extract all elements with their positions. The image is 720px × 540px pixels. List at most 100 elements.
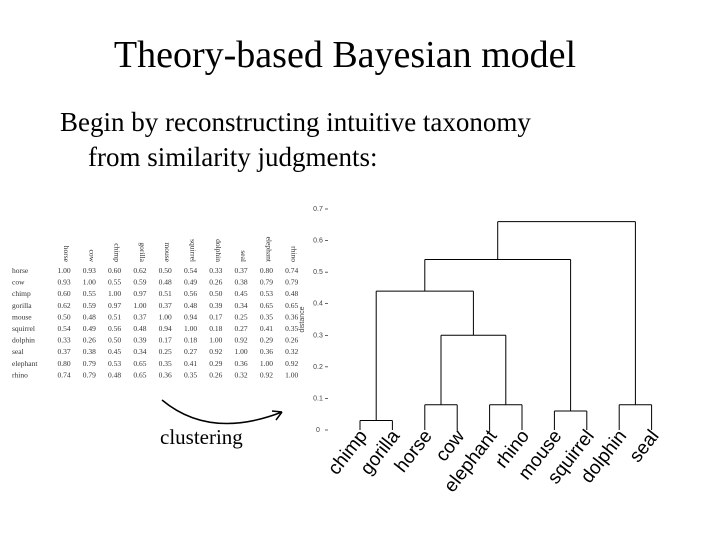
cell: 0.56 xyxy=(184,289,197,298)
cell: 0.39 xyxy=(133,336,146,345)
cell: 0.48 xyxy=(184,301,197,310)
cell: 1.00 xyxy=(209,336,222,345)
body-line: Begin by reconstructing intuitive taxono… xyxy=(60,107,531,137)
cell: 0.17 xyxy=(159,336,172,345)
cell: 0.93 xyxy=(83,266,96,275)
cell: 0.33 xyxy=(57,336,70,345)
cell: 0.32 xyxy=(285,347,298,356)
cell: 0.50 xyxy=(159,266,172,275)
cell: 0.33 xyxy=(209,266,222,275)
cell: 0.50 xyxy=(57,312,70,321)
cell: 0.26 xyxy=(83,336,96,345)
column-label: gorilla xyxy=(138,242,147,262)
cell: 0.49 xyxy=(83,324,96,333)
cell: 0.53 xyxy=(108,359,121,368)
cell: 0.80 xyxy=(57,359,70,368)
cell: 0.65 xyxy=(133,370,146,379)
cell: 0.51 xyxy=(159,289,172,298)
column-label: squirrel xyxy=(189,239,198,262)
cell: 0.62 xyxy=(57,301,70,310)
cell: 0.48 xyxy=(159,278,172,287)
cell: 0.41 xyxy=(184,359,197,368)
cell: 0.38 xyxy=(83,347,96,356)
row-label: seal xyxy=(12,347,24,356)
cell: 0.35 xyxy=(260,312,273,321)
column-label: dolphin xyxy=(214,239,223,262)
cell: 0.48 xyxy=(108,370,121,379)
cell: 0.26 xyxy=(209,278,222,287)
cell: 0.41 xyxy=(260,324,273,333)
cell: 0.50 xyxy=(108,336,121,345)
row-label: dolphin xyxy=(12,336,35,345)
cell: 0.79 xyxy=(83,359,96,368)
y-tick-label: 0.5 xyxy=(313,269,323,276)
cell: 0.34 xyxy=(133,347,146,356)
cell: 0.26 xyxy=(285,336,298,345)
row-label: chimp xyxy=(12,289,31,298)
y-tick-label: 0.7 xyxy=(313,206,323,213)
cell: 0.62 xyxy=(133,266,146,275)
similarity-matrix: horse cow chimp gorilla mouse squirrel dolphin… xyxy=(12,237,299,380)
cell: 0.59 xyxy=(83,301,96,310)
slide-title: Theory-based Bayesian model xyxy=(114,34,576,76)
cell: 0.54 xyxy=(57,324,70,333)
cell: 0.60 xyxy=(108,266,121,275)
cell: 0.80 xyxy=(260,266,273,275)
cell: 0.59 xyxy=(133,278,146,287)
cell: 0.92 xyxy=(209,347,222,356)
cell: 0.60 xyxy=(57,289,70,298)
cell: 0.79 xyxy=(260,278,273,287)
cell: 1.00 xyxy=(57,266,70,275)
row-label: elephant xyxy=(12,359,38,368)
cell: 0.55 xyxy=(108,278,121,287)
cell: 0.51 xyxy=(108,312,121,321)
row-label: squirrel xyxy=(12,324,35,333)
row-label: gorilla xyxy=(12,301,32,310)
y-tick-label: 0.2 xyxy=(313,364,323,371)
cell: 0.92 xyxy=(235,336,248,345)
cell: 0.18 xyxy=(184,336,197,345)
cell: 0.74 xyxy=(57,370,70,379)
cell: 0.35 xyxy=(184,370,197,379)
leaf-label: seal xyxy=(626,426,664,466)
cell: 0.48 xyxy=(285,289,298,298)
cell: 0.25 xyxy=(159,347,172,356)
cell: 1.00 xyxy=(285,370,298,379)
cell: 0.65 xyxy=(260,301,273,310)
body-line: from similarity judgments: xyxy=(88,142,377,172)
cell: 0.97 xyxy=(108,301,121,310)
cell: 0.37 xyxy=(57,347,70,356)
row-label: cow xyxy=(12,278,25,287)
cell: 0.38 xyxy=(235,278,248,287)
cell: 0.56 xyxy=(108,324,121,333)
cell: 1.00 xyxy=(108,289,121,298)
cell: 0.54 xyxy=(184,266,197,275)
cell: 0.55 xyxy=(83,289,96,298)
cell: 1.00 xyxy=(260,359,273,368)
arrow-label: clustering xyxy=(160,425,243,449)
cell: 0.74 xyxy=(285,266,298,275)
cell: 0.26 xyxy=(209,370,222,379)
column-label: seal xyxy=(239,250,248,262)
cell: 1.00 xyxy=(235,347,248,356)
dendrogram: 00.10.20.30.40.50.60.7distancechimpgoril… xyxy=(299,206,664,497)
y-tick-label: 0.6 xyxy=(313,238,323,245)
column-label: horse xyxy=(62,246,71,263)
cell: 0.39 xyxy=(209,301,222,310)
cell: 0.48 xyxy=(83,312,96,321)
cell: 0.27 xyxy=(235,324,248,333)
axis-label: distance xyxy=(299,306,306,332)
cell: 1.00 xyxy=(133,301,146,310)
cell: 0.36 xyxy=(235,359,248,368)
cell: 0.53 xyxy=(260,289,273,298)
cell: 0.50 xyxy=(209,289,222,298)
column-label: mouse xyxy=(163,242,172,262)
y-tick-label: 0 xyxy=(316,427,320,434)
cell: 0.93 xyxy=(57,278,70,287)
cell: 0.49 xyxy=(184,278,197,287)
y-tick-label: 0.3 xyxy=(313,332,323,339)
arrow xyxy=(161,399,283,425)
cell: 0.18 xyxy=(209,324,222,333)
row-label: mouse xyxy=(12,312,32,321)
